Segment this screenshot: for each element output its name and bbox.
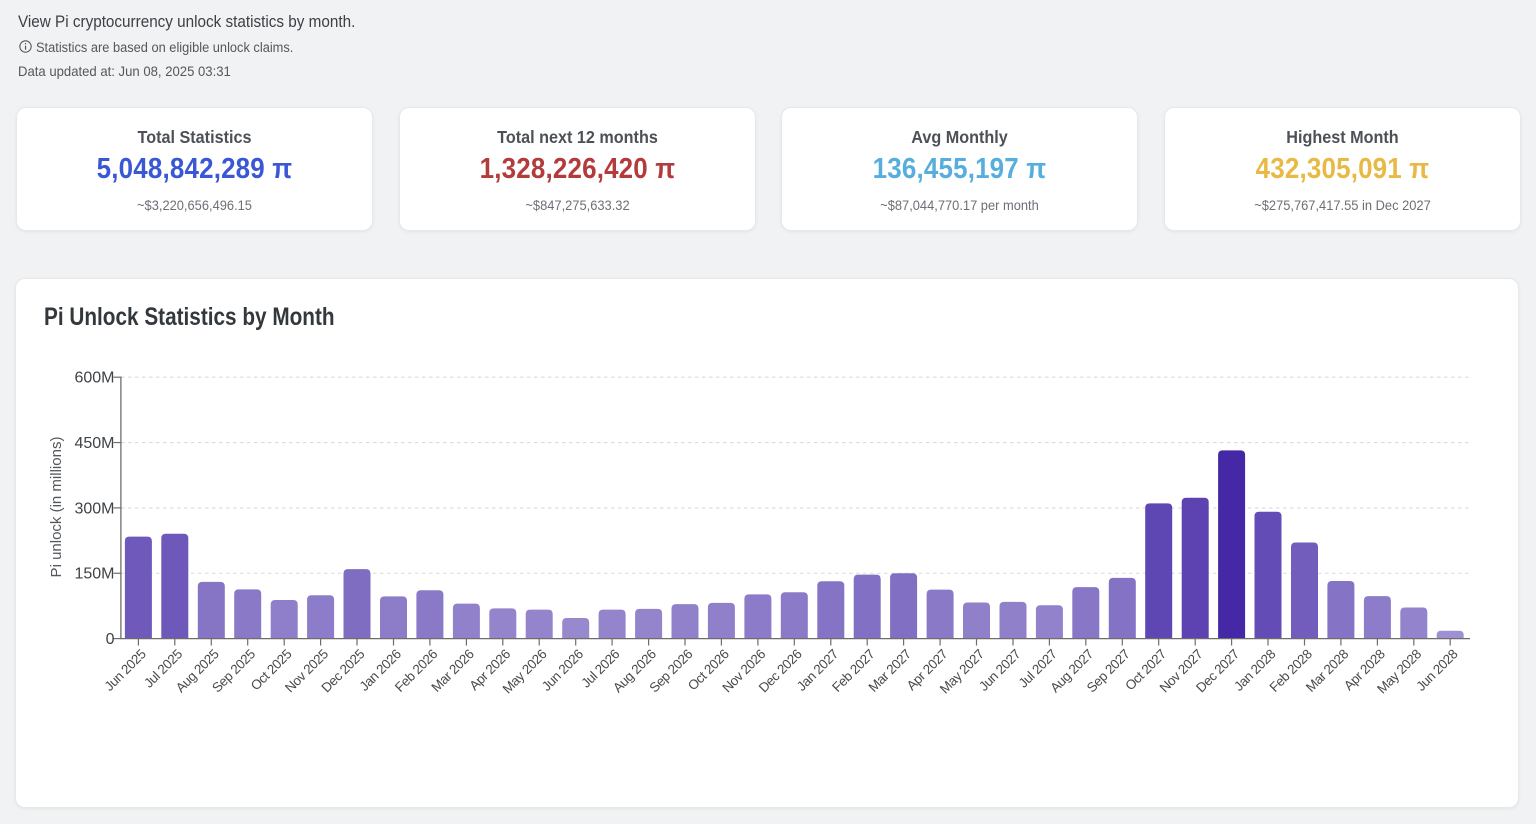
svg-text:0: 0 (106, 631, 115, 648)
svg-text:Pi unlock (in millions): Pi unlock (in millions) (48, 437, 65, 578)
svg-text:300M: 300M (74, 500, 114, 517)
svg-text:600M: 600M (74, 370, 114, 387)
svg-text:150M: 150M (74, 566, 114, 583)
svg-text:Jun 2025: Jun 2025 (101, 647, 148, 694)
svg-text:450M: 450M (74, 435, 114, 452)
